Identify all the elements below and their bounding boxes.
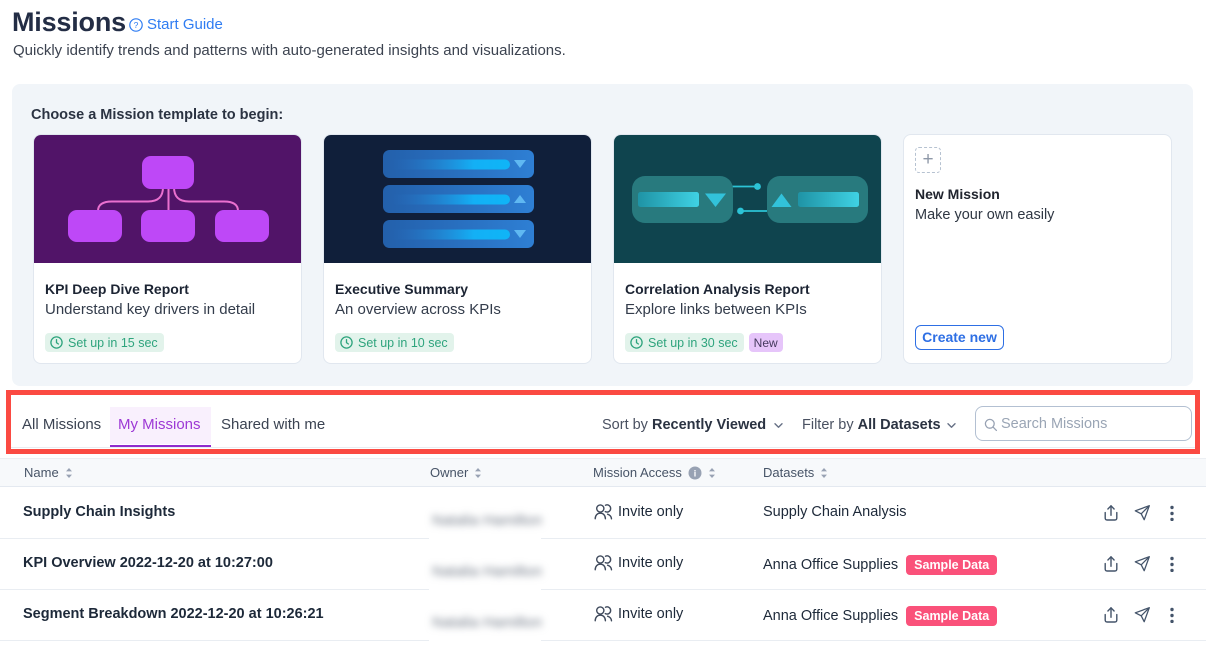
svg-text:?: ? xyxy=(134,20,139,30)
svg-text:i: i xyxy=(694,468,697,478)
